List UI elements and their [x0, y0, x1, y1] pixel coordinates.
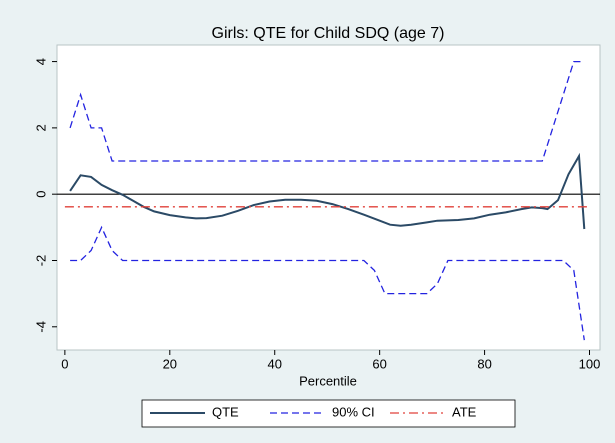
- legend-label: QTE: [212, 404, 239, 419]
- series-line: [69, 60, 585, 162]
- x-tick-label: 80: [477, 356, 491, 371]
- legend-label: 90% CI: [332, 404, 375, 419]
- y-tick-label: -2: [33, 255, 48, 267]
- series-line: [69, 152, 586, 230]
- plot-area: [56, 44, 601, 351]
- x-tick-label: 100: [579, 356, 601, 371]
- x-tick-label: 40: [267, 356, 281, 371]
- x-axis-label: Percentile: [299, 373, 357, 388]
- x-tick-label: 20: [163, 356, 177, 371]
- y-tick-label: -4: [33, 321, 48, 333]
- x-tick-label: 60: [372, 356, 386, 371]
- y-tick-label: 4: [33, 58, 48, 65]
- chart-title: Girls: QTE for Child SDQ (age 7): [212, 25, 445, 42]
- series-line: [70, 225, 585, 341]
- y-tick-label: 0: [33, 191, 48, 198]
- legend-label: ATE: [452, 404, 477, 419]
- y-tick-label: 2: [33, 124, 48, 131]
- x-tick-label: 0: [61, 356, 68, 371]
